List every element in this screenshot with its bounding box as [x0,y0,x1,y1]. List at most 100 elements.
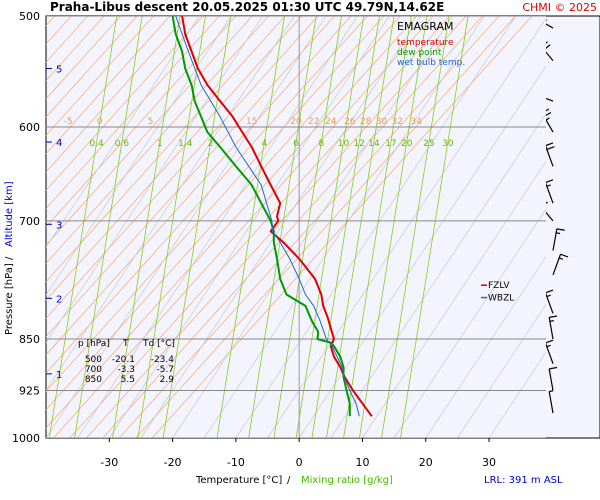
mixing-ratio-line [273,16,342,438]
wind-barb-feather [546,108,550,112]
wind-barb [546,108,554,133]
wind-barb-half-feather [549,390,554,393]
moist-adiabat-line [46,16,327,438]
wind-barb-feather [546,41,548,44]
dry-adiabat-line [46,16,253,246]
dry-adiabat-label: 34 [411,117,423,127]
wbzl-label: WBZL [488,294,514,304]
mixing-ratio-label: 0.4 [89,139,104,149]
table-header-p: p [hPa] [78,339,110,349]
table-row-3-p: 850 [85,375,102,385]
mixing-ratio-line [162,16,232,438]
dry-adiabat-label: -5 [64,117,73,127]
dry-adiabat-label: 20 [290,117,302,127]
dry-adiabat-label: 30 [376,117,388,127]
mixing-ratio-line [295,16,365,438]
wind-barb-feather [546,289,554,294]
dry-adiabat-label: 26 [344,117,356,127]
wind-barb [546,142,555,167]
wind-barb [546,41,554,61]
temp-tick-label: 10 [355,456,369,469]
dry-adiabat-line [46,16,319,319]
mixing-ratio-line [311,16,380,438]
wind-barb-half-feather [546,117,550,121]
legend-item-dew-point: dew point [397,48,442,58]
moist-adiabat-line [46,16,295,391]
wind-barb-feather [549,315,558,318]
table-row-2-t: -3.3 [117,365,135,375]
dry-adiabat-line [46,16,368,374]
wind-barb-half-feather [546,19,547,22]
copyright-label: CHMI © 2025 [522,1,597,14]
mixing-ratio-line [381,16,450,438]
wind-barb [546,97,554,102]
moist-adiabat-line [108,16,390,438]
moist-adiabat-line [393,208,546,438]
moist-adiabat-line [46,16,232,296]
y-axis-label-pressure: Pressure [hPa] [4,263,15,335]
wind-barb [546,179,554,204]
wbzl-marker: WBZL [481,294,514,304]
temp-tick-label: -20 [164,456,182,469]
fzlv-label: FZLV [488,281,510,291]
lrl-label: LRL: 391 m ASL [484,475,563,486]
temp-tick-label: 0 [296,456,303,469]
wind-barb-feather [549,366,558,370]
mixing-ratio-line [137,16,206,438]
mixing-ratio-line [74,16,143,438]
data-table: p [hPa] T Td [°C] 500 -20.1 -23.4 700 -3… [78,339,175,385]
wind-barb [552,228,565,251]
wind-barb-half-feather [546,344,551,348]
wind-barb-feather [560,253,569,258]
isobar-label: 925 [19,385,40,398]
mixing-ratio-label: 30 [442,139,454,149]
altitude-tick-label: 5 [56,64,62,75]
wind-barb-feather [546,146,555,150]
table-header-td: Td [°C] [142,339,175,349]
wind-barb-half-feather [549,320,554,322]
temp-tick-label: -30 [100,456,118,469]
temp-tick-label: -10 [227,456,245,469]
wind-barb [546,339,554,364]
mixing-ratio-line [359,16,428,438]
table-row-2-td: -5.7 [156,365,174,375]
mixing-ratio-line [400,16,469,438]
wind-barb [546,289,554,314]
dew-point-curve [171,16,351,417]
table-row-1-t: -20.1 [112,355,135,365]
mixing-ratio-label: 6 [293,139,299,149]
dry-adiabat-line [46,16,187,173]
dry-adiabat-label: 32 [392,117,403,127]
temp-tick-label: 20 [419,456,433,469]
wind-barb-half-feather [558,257,564,260]
dry-adiabat-label: 28 [360,117,372,127]
wind-barb [552,253,569,276]
y-axis-label-altitude: Altitude [km] [4,181,15,247]
wind-barb [548,315,558,340]
wind-barb-half-feather [546,294,551,298]
x-axis-label-separator: / [287,475,291,486]
dry-adiabat-line [46,16,401,411]
grid-layer [46,16,546,438]
dry-adiabat-label: 22 [308,117,319,127]
legend-item-temperature: temperature [397,38,454,48]
wind-barb-staff [552,228,558,251]
wind-barb-feather [546,111,552,117]
wind-barb [546,19,554,29]
wind-barb-staff [548,391,554,414]
mixing-ratio-label: 20 [401,139,413,149]
isobar-label: 850 [19,333,40,346]
wind-barb [546,201,554,222]
table-row-3-td: 2.9 [160,375,175,385]
temp-tick-label: 30 [482,456,496,469]
dry-adiabat-line [46,16,302,301]
dry-adiabat-line [46,16,220,210]
dry-adiabat-line [46,16,171,155]
wind-barb-staff [548,368,554,391]
altitude-tick-label: 1 [56,370,62,381]
mixing-ratio-line [112,16,181,438]
dry-adiabat-line [135,16,516,438]
moist-adiabat-line [235,16,517,438]
wind-barb-staff [546,118,554,133]
moist-adiabat-line [457,303,546,438]
